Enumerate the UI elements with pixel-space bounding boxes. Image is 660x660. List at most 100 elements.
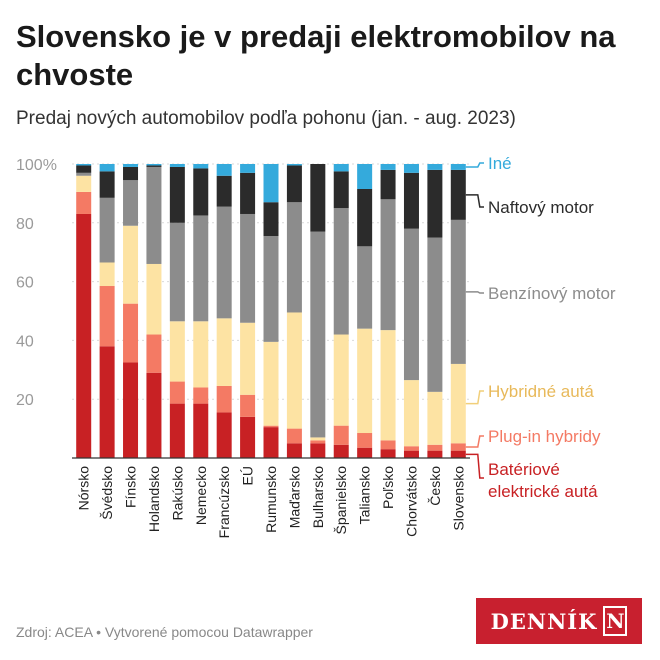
x-tick-label: Poľsko	[380, 466, 396, 509]
bar-segment	[286, 165, 302, 203]
x-tick-label: Maďarsko	[286, 466, 302, 529]
x-tick-label: Slovensko	[450, 466, 466, 531]
legend-label: Benzínový motor	[488, 284, 616, 303]
bar-segment	[169, 403, 185, 458]
y-tick-label: 100%	[16, 157, 57, 174]
bar-segment	[380, 330, 396, 441]
bar-segment	[380, 440, 396, 450]
bar-segment	[380, 169, 396, 200]
legend-label: Iné	[488, 154, 512, 173]
bar-segment	[240, 164, 256, 173]
bar-segment	[310, 437, 326, 441]
bar-segment	[216, 412, 232, 458]
bar-segment	[450, 363, 466, 444]
bar-segment	[333, 425, 349, 445]
bar-segment	[450, 450, 466, 458]
bar-segment	[123, 180, 139, 226]
bar-segment	[216, 318, 232, 386]
bar-segment	[240, 416, 256, 458]
bar-segment	[216, 206, 232, 319]
y-tick-label: 60	[16, 275, 34, 292]
bar-segment	[286, 428, 302, 444]
bar-segment	[427, 444, 443, 451]
x-tick-label: Chorvátsko	[403, 466, 419, 537]
bar-segment	[263, 341, 279, 426]
bar-segment	[403, 380, 419, 447]
bar-segment	[123, 362, 139, 458]
legend-label: Plug-in hybridy	[488, 427, 601, 446]
bar-segment	[76, 213, 92, 458]
bar-segment	[357, 447, 373, 458]
legend-connector	[465, 453, 484, 479]
dennik-n-logo[interactable]: DENNÍK N	[476, 598, 642, 644]
bar-segment	[76, 172, 92, 176]
bar-segment	[357, 188, 373, 247]
bar-segment	[263, 164, 279, 203]
legend-label: Batériové elektrické autá	[488, 460, 598, 501]
x-tick-label: Španielsko	[333, 466, 349, 535]
bar-segment	[450, 219, 466, 364]
bar-segment	[357, 433, 373, 448]
bar-segment	[146, 334, 162, 373]
stacked-bar-chart: 20 40 60 80 100% Nórsko Švédsko Fínsko Holandsko…	[16, 154, 616, 538]
bar-segment	[146, 164, 162, 166]
bar-segment	[99, 164, 115, 172]
bar-segment	[240, 172, 256, 214]
bar-segment	[450, 443, 466, 451]
x-tick-label: EÚ	[240, 466, 256, 485]
bar-segment	[286, 202, 302, 313]
bar-segment	[169, 166, 185, 223]
x-tick-label: Taliansko	[357, 466, 373, 525]
bar-segment	[286, 312, 302, 429]
bar-segment	[380, 449, 396, 458]
chart-title: Slovensko je v predaji elektromobilov na…	[16, 19, 616, 92]
bar-segment	[333, 164, 349, 172]
bar-segment	[403, 446, 419, 451]
x-tick-label: Bulharsko	[310, 466, 326, 528]
bar-segment	[357, 328, 373, 434]
bar-segment	[403, 172, 419, 229]
bar-segment	[333, 444, 349, 458]
bar-segment	[310, 443, 326, 458]
x-tick-label: Rakúsko	[169, 466, 185, 521]
bar-segment	[403, 228, 419, 381]
bar-segment	[76, 175, 92, 192]
x-tick-label: Nórsko	[76, 466, 92, 511]
y-tick-label: 20	[16, 392, 34, 409]
bar-segment	[450, 164, 466, 170]
bar-segment	[357, 164, 373, 189]
bar-segment	[263, 202, 279, 237]
y-tick-label: 40	[16, 333, 34, 350]
bar-segment	[99, 197, 115, 263]
bar-segment	[146, 166, 162, 264]
bar-segment	[427, 164, 443, 170]
bar-segment	[240, 394, 256, 417]
bar-segment	[216, 164, 232, 176]
bar-segment	[450, 169, 466, 220]
bar-segment	[123, 225, 139, 304]
bar-segment	[76, 191, 92, 214]
bar-segment	[169, 381, 185, 404]
x-tick-label: Nemecko	[193, 466, 209, 525]
y-tick-label: 80	[16, 216, 34, 233]
bar-segment	[427, 391, 443, 445]
x-tick-label: Švédsko	[99, 466, 115, 520]
bar-segment	[380, 164, 396, 170]
legend-connector	[465, 162, 484, 168]
source-footer: Zdroj: ACEA • Vytvorené pomocou Datawrap…	[16, 624, 313, 640]
bar-segment	[403, 450, 419, 458]
bar-segment	[76, 164, 92, 166]
legend-connector	[465, 194, 484, 208]
bar-segment	[169, 222, 185, 322]
bar-segment	[146, 372, 162, 458]
bar-segment	[169, 164, 185, 167]
bar-segment	[123, 164, 139, 167]
bar-segment	[99, 286, 115, 347]
bar-segment	[99, 171, 115, 198]
bar-segment	[99, 346, 115, 458]
legend-label: Naftový motor	[488, 198, 594, 217]
x-tick-label: Rumunsko	[263, 466, 279, 533]
bar-segment	[123, 166, 139, 181]
bar-segment	[193, 321, 209, 388]
bar-segment	[333, 334, 349, 426]
